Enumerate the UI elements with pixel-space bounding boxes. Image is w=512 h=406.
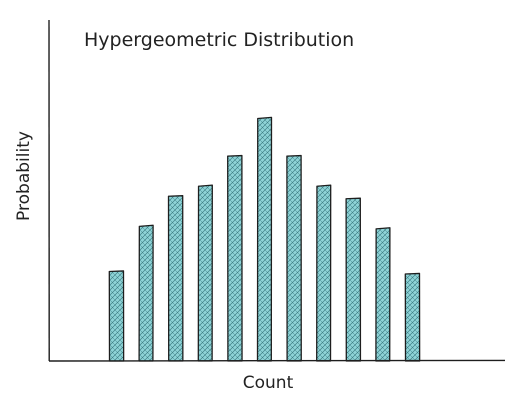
bar-7 — [286, 154, 302, 362]
x-axis-line — [48, 359, 506, 362]
bar-6 — [256, 116, 273, 362]
bar-10 — [375, 227, 391, 362]
bar-1 — [108, 270, 125, 362]
bar-3 — [167, 195, 184, 362]
bar-4 — [197, 184, 213, 362]
chart-title: Hypergeometric Distribution — [84, 29, 354, 51]
x-axis-label: Count — [243, 373, 294, 393]
bar-9 — [345, 197, 362, 362]
y-axis-label: Probability — [14, 131, 34, 221]
bar-5 — [227, 154, 243, 362]
bars-group — [108, 116, 421, 362]
bar-11 — [404, 272, 421, 362]
bar-2 — [138, 224, 154, 362]
bar-8 — [316, 184, 332, 362]
